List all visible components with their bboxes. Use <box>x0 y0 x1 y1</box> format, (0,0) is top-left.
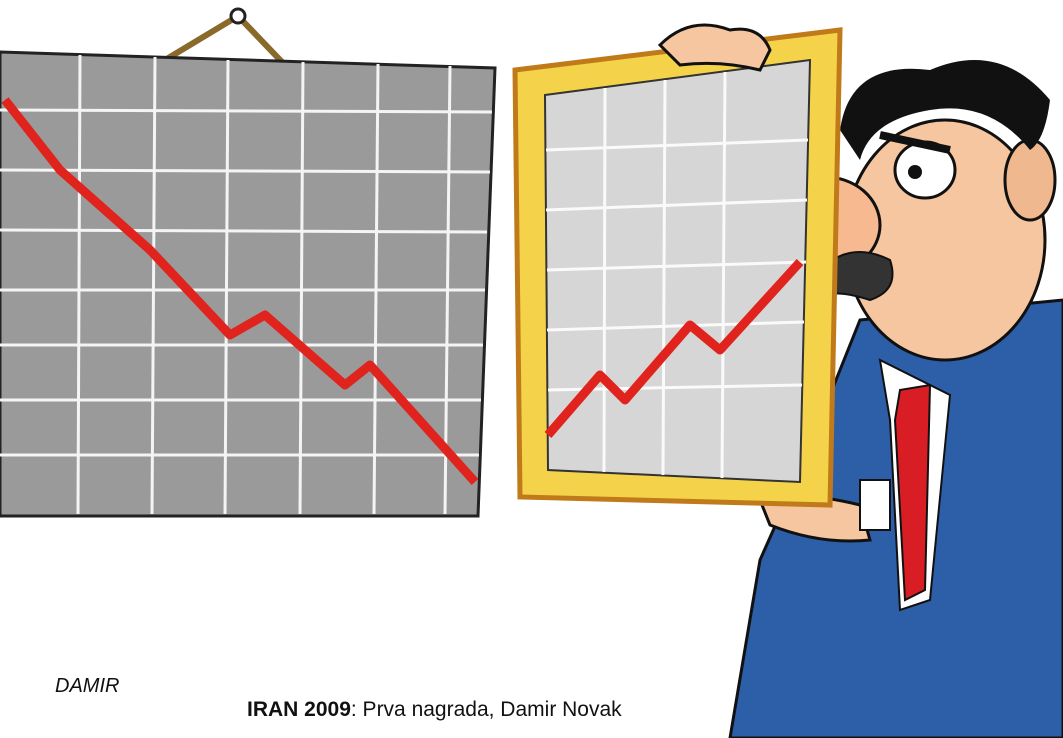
cartoon: DAMIR IRAN 2009: Prva nagrada, Damir Nov… <box>0 0 1063 738</box>
caption: IRAN 2009: Prva nagrada, Damir Novak <box>247 698 622 721</box>
caption-rest: : Prva nagrada, Damir Novak <box>351 698 622 721</box>
page: DAMIR IRAN 2009: Prva nagrada, Damir Nov… <box>0 0 1063 738</box>
falling-chart <box>0 52 495 516</box>
mirror-chart <box>515 25 840 505</box>
hanger <box>165 9 282 62</box>
signature: DAMIR <box>55 675 119 697</box>
caption-bold: IRAN 2009 <box>247 698 351 721</box>
